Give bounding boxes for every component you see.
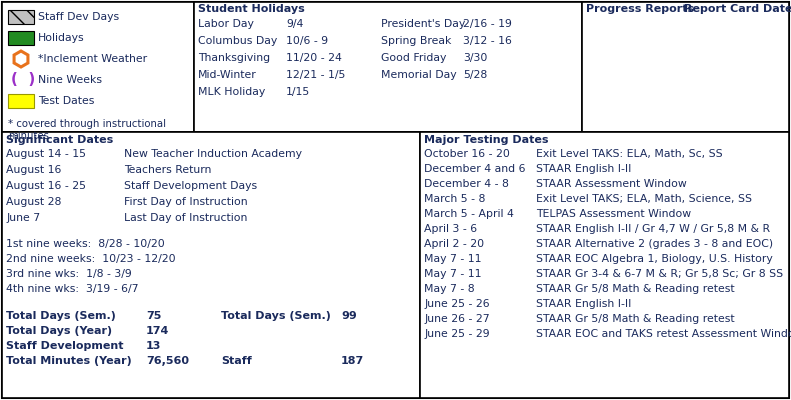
Text: April 2 - 20: April 2 - 20 <box>424 239 484 249</box>
Text: June 25 - 29: June 25 - 29 <box>424 329 490 339</box>
Text: STAAR English I-II / Gr 4,7 W / Gr 5,8 M & R: STAAR English I-II / Gr 4,7 W / Gr 5,8 M… <box>536 224 770 234</box>
FancyBboxPatch shape <box>2 2 194 132</box>
Text: STAAR Gr 5/8 Math & Reading retest: STAAR Gr 5/8 Math & Reading retest <box>536 284 735 294</box>
Text: May 7 - 11: May 7 - 11 <box>424 269 482 279</box>
Text: 75: 75 <box>146 311 161 321</box>
Text: 1st nine weeks:  8/28 - 10/20: 1st nine weeks: 8/28 - 10/20 <box>6 239 165 249</box>
Text: Report Card Dates: Report Card Dates <box>684 4 791 14</box>
Text: STAAR Gr 3-4 & 6-7 M & R; Gr 5,8 Sc; Gr 8 SS: STAAR Gr 3-4 & 6-7 M & R; Gr 5,8 Sc; Gr … <box>536 269 783 279</box>
Text: *Inclement Weather: *Inclement Weather <box>38 54 147 64</box>
Text: Mid-Winter: Mid-Winter <box>198 70 257 80</box>
Text: First Day of Instruction: First Day of Instruction <box>124 197 248 207</box>
Text: Exit Level TAKS: ELA, Math, Sc, SS: Exit Level TAKS: ELA, Math, Sc, SS <box>536 149 723 159</box>
Text: Nine Weeks: Nine Weeks <box>38 75 102 85</box>
Text: Staff Development Days: Staff Development Days <box>124 181 257 191</box>
Text: STAAR EOC and TAKS retest Assessment Window: STAAR EOC and TAKS retest Assessment Win… <box>536 329 791 339</box>
Text: Last Day of Instruction: Last Day of Instruction <box>124 213 248 223</box>
Text: August 16: August 16 <box>6 165 62 175</box>
Text: May 7 - 11: May 7 - 11 <box>424 254 482 264</box>
FancyBboxPatch shape <box>2 132 789 398</box>
Text: 5/28: 5/28 <box>463 70 487 80</box>
Text: December 4 and 6: December 4 and 6 <box>424 164 525 174</box>
Text: Test Dates: Test Dates <box>38 96 94 106</box>
Text: 2/16 - 19: 2/16 - 19 <box>463 19 512 29</box>
Text: * covered through instructional
minutes: * covered through instructional minutes <box>8 119 166 141</box>
Text: STAAR EOC Algebra 1, Biology, U.S. History: STAAR EOC Algebra 1, Biology, U.S. Histo… <box>536 254 773 264</box>
Text: MLK Holiday: MLK Holiday <box>198 87 265 97</box>
Text: Memorial Day: Memorial Day <box>381 70 456 80</box>
Text: 99: 99 <box>341 311 357 321</box>
Text: President's Day: President's Day <box>381 19 465 29</box>
Text: 3/30: 3/30 <box>463 53 487 63</box>
Text: April 3 - 6: April 3 - 6 <box>424 224 477 234</box>
Polygon shape <box>14 51 28 67</box>
Text: STAAR Assessment Window: STAAR Assessment Window <box>536 179 687 189</box>
Text: Thanksgiving: Thanksgiving <box>198 53 270 63</box>
Text: Total Days (Year): Total Days (Year) <box>6 326 112 336</box>
FancyBboxPatch shape <box>2 132 420 398</box>
FancyBboxPatch shape <box>420 132 789 398</box>
Text: Total Days (Sem.): Total Days (Sem.) <box>6 311 115 321</box>
Text: August 28: August 28 <box>6 197 62 207</box>
Text: Significant Dates: Significant Dates <box>6 135 113 145</box>
Text: Good Friday: Good Friday <box>381 53 446 63</box>
FancyBboxPatch shape <box>2 2 789 132</box>
Text: 3/12 - 16: 3/12 - 16 <box>463 36 512 46</box>
Text: August 16 - 25: August 16 - 25 <box>6 181 86 191</box>
Text: March 5 - 8: March 5 - 8 <box>424 194 486 204</box>
Text: Holidays: Holidays <box>38 33 85 43</box>
Text: 174: 174 <box>146 326 169 336</box>
FancyBboxPatch shape <box>8 10 34 24</box>
Text: May 7 - 8: May 7 - 8 <box>424 284 475 294</box>
Text: 4th nine wks:  3/19 - 6/7: 4th nine wks: 3/19 - 6/7 <box>6 284 138 294</box>
Text: 2nd nine weeks:  10/23 - 12/20: 2nd nine weeks: 10/23 - 12/20 <box>6 254 176 264</box>
Text: 3rd nine wks:  1/8 - 3/9: 3rd nine wks: 1/8 - 3/9 <box>6 269 132 279</box>
Text: June 7: June 7 <box>6 213 40 223</box>
Text: 10/6 - 9: 10/6 - 9 <box>286 36 328 46</box>
FancyBboxPatch shape <box>8 31 34 45</box>
Text: (  ): ( ) <box>11 72 36 88</box>
Text: October 16 - 20: October 16 - 20 <box>424 149 510 159</box>
Text: 13: 13 <box>146 341 161 351</box>
Text: STAAR Gr 5/8 Math & Reading retest: STAAR Gr 5/8 Math & Reading retest <box>536 314 735 324</box>
Text: 187: 187 <box>341 356 364 366</box>
Text: 12/21 - 1/5: 12/21 - 1/5 <box>286 70 346 80</box>
Text: New Teacher Induction Academy: New Teacher Induction Academy <box>124 149 302 159</box>
Text: Staff: Staff <box>221 356 252 366</box>
Text: Spring Break: Spring Break <box>381 36 452 46</box>
Text: Staff Development: Staff Development <box>6 341 123 351</box>
Text: STAAR Alternative 2 (grades 3 - 8 and EOC): STAAR Alternative 2 (grades 3 - 8 and EO… <box>536 239 773 249</box>
Text: STAAR English I-II: STAAR English I-II <box>536 164 631 174</box>
Text: STAAR English I-II: STAAR English I-II <box>536 299 631 309</box>
Text: Exit Level TAKS; ELA, Math, Science, SS: Exit Level TAKS; ELA, Math, Science, SS <box>536 194 752 204</box>
Text: Total Minutes (Year): Total Minutes (Year) <box>6 356 132 366</box>
Text: 1/15: 1/15 <box>286 87 310 97</box>
Text: Teachers Return: Teachers Return <box>124 165 211 175</box>
Text: August 14 - 15: August 14 - 15 <box>6 149 86 159</box>
Text: June 25 - 26: June 25 - 26 <box>424 299 490 309</box>
Text: 9/4: 9/4 <box>286 19 304 29</box>
Text: December 4 - 8: December 4 - 8 <box>424 179 509 189</box>
Text: Major Testing Dates: Major Testing Dates <box>424 135 548 145</box>
Text: Progress Reports: Progress Reports <box>586 4 694 14</box>
Text: March 5 - April 4: March 5 - April 4 <box>424 209 514 219</box>
FancyBboxPatch shape <box>194 2 582 132</box>
Text: Columbus Day: Columbus Day <box>198 36 278 46</box>
Text: 76,560: 76,560 <box>146 356 189 366</box>
FancyBboxPatch shape <box>8 94 34 108</box>
Text: Total Days (Sem.): Total Days (Sem.) <box>221 311 331 321</box>
Text: Student Holidays: Student Holidays <box>198 4 305 14</box>
Text: TELPAS Assessment Window: TELPAS Assessment Window <box>536 209 691 219</box>
Text: June 26 - 27: June 26 - 27 <box>424 314 490 324</box>
Text: Staff Dev Days: Staff Dev Days <box>38 12 119 22</box>
Text: Labor Day: Labor Day <box>198 19 254 29</box>
Text: 11/20 - 24: 11/20 - 24 <box>286 53 342 63</box>
FancyBboxPatch shape <box>582 2 789 132</box>
